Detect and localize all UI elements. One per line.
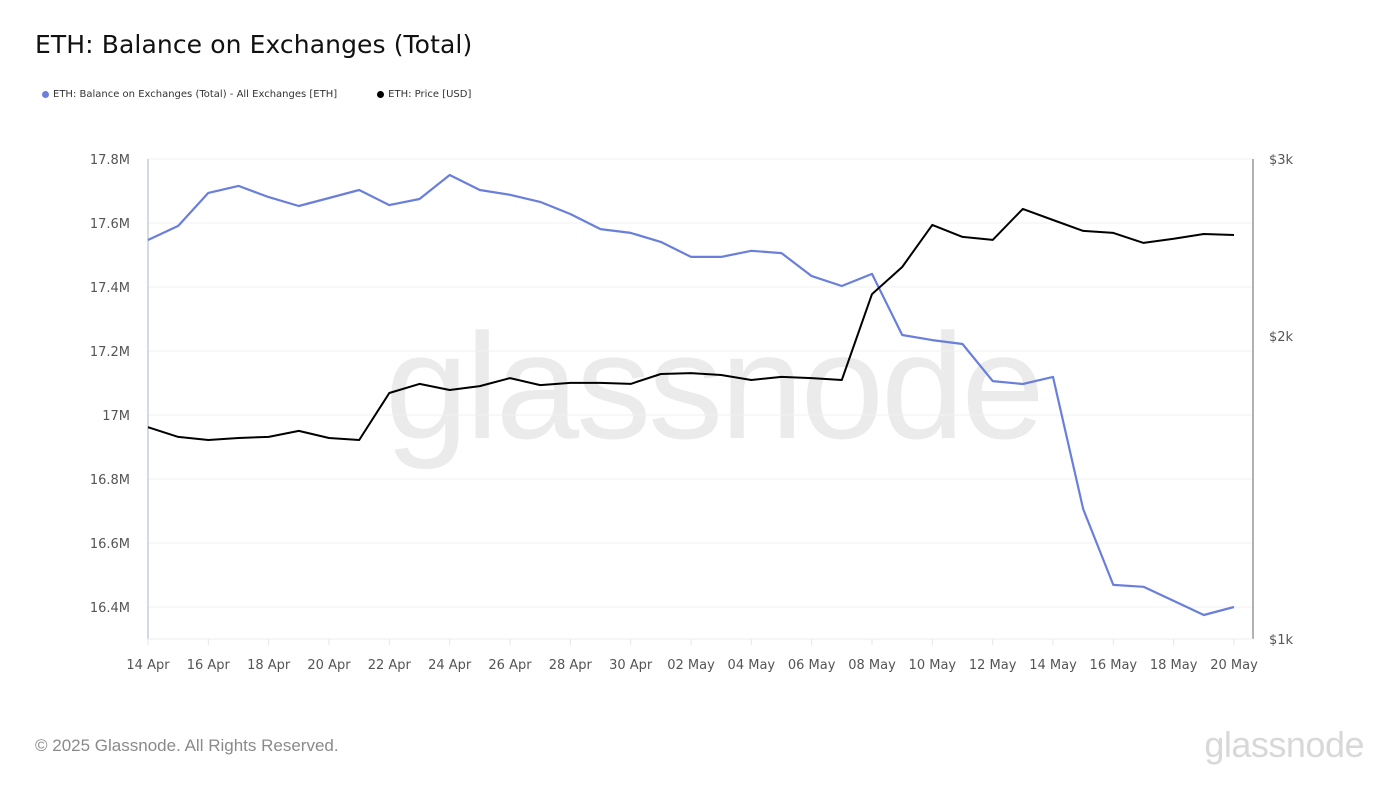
x-axis-tick-label: 14 Apr [126,658,170,673]
x-axis-tick-label: 02 May [667,658,715,673]
left-axis-tick-label: 16.6M [90,537,130,552]
legend-dot-balance-icon [42,91,49,98]
x-axis-tick-label: 18 Apr [247,658,291,673]
left-axis-tick-label: 16.8M [90,473,130,488]
right-axis-tick-label: $2k [1269,330,1294,345]
right-axis-tick-label: $1k [1269,633,1294,648]
x-axis-tick-label: 16 Apr [187,658,231,673]
x-axis-tick-label: 30 Apr [609,658,653,673]
x-axis-tick-label: 10 May [909,658,957,673]
left-axis-tick-label: 17.8M [90,153,130,168]
x-axis-tick-label: 06 May [788,658,836,673]
left-axis: 16.4M 16.6M 16.8M 17M 17.2M 17.4M 17.6M 17.8M [90,153,149,639]
x-axis-tick-label: 08 May [848,658,896,673]
left-axis-tick-label: 17.4M [90,281,130,296]
x-axis-tick-label: 20 May [1210,658,1258,673]
right-axis-tick-label: $3k [1269,153,1294,168]
watermark-logo: glassnode [385,302,1045,470]
x-axis-tick-label: 20 Apr [307,658,351,673]
legend-dot-price-icon [377,91,385,98]
copyright-text: © 2025 Glassnode. All Rights Reserved. [35,736,339,755]
x-axis-tick-label: 26 Apr [488,658,532,673]
glassnode-logo: glassnode [1204,724,1364,765]
left-axis-tick-label: 17.2M [90,345,130,360]
balance-line[interactable] [147,173,1235,617]
legend-label-price: ETH: Price [USD] [388,89,472,100]
left-axis-tick-label: 17.6M [90,217,130,232]
left-axis-tick-label: 16.4M [90,601,130,616]
x-axis-tick-label: 12 May [969,658,1017,673]
price-line[interactable] [147,207,1235,441]
legend: ETH: Balance on Exchanges (Total) - All … [42,89,471,100]
chart-title: ETH: Balance on Exchanges (Total) [35,30,473,59]
x-axis-tick-label: 16 May [1090,658,1138,673]
legend-item-balance[interactable]: ETH: Balance on Exchanges (Total) - All … [42,89,337,100]
x-axis-tick-label: 22 Apr [368,658,412,673]
x-axis-tick-label: 24 Apr [428,658,472,673]
x-axis-tick-label: 18 May [1150,658,1198,673]
x-axis: 14 Apr 16 Apr 18 Apr 20 Apr 22 Apr 24 Apr 26 A… [126,638,1258,673]
grid-lines [148,158,1253,608]
legend-item-price[interactable]: ETH: Price [USD] [377,89,471,100]
right-axis: $1k $2k $3k [1252,153,1294,648]
x-axis-tick-label: 04 May [728,658,776,673]
left-axis-tick-label: 17M [102,409,130,424]
x-axis-tick-label: 14 May [1029,658,1077,673]
legend-label-balance: ETH: Balance on Exchanges (Total) - All … [53,89,338,100]
x-axis-tick-label: 28 Apr [549,658,593,673]
